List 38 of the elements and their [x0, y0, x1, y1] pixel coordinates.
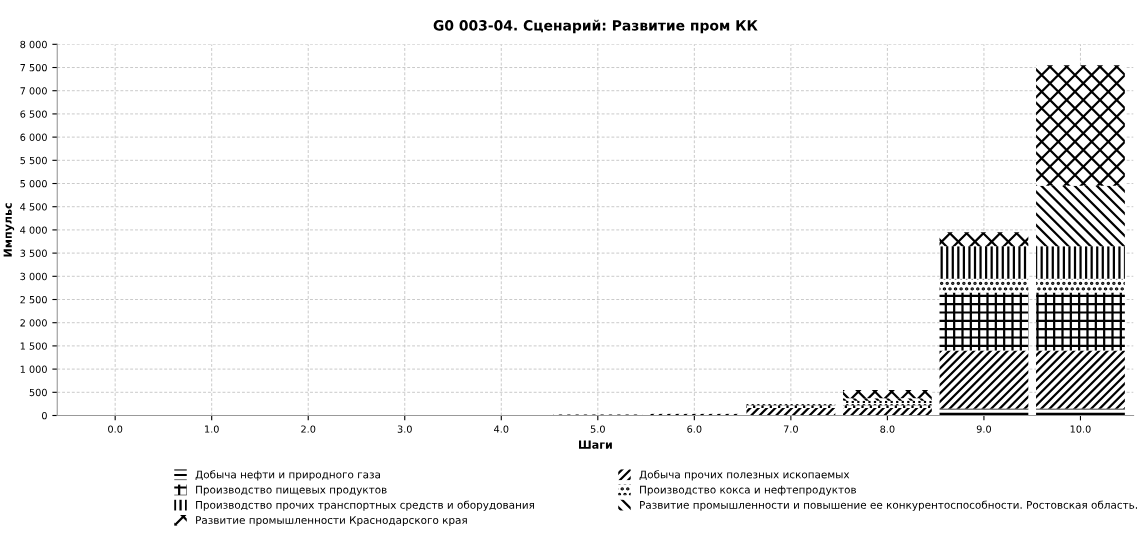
legend-label: Добыча прочих полезных ископаемых	[639, 470, 850, 481]
y-tick-label: 6 500	[20, 110, 47, 118]
y-tick-label: 2 500	[20, 295, 47, 304]
x-tick-label: 3.0	[397, 425, 412, 433]
legend-label: Производство кокса и нефтепродуктов	[640, 485, 856, 496]
legend-label: Производство пищевых продуктов	[196, 485, 387, 496]
x-tick-label: 5.0	[590, 425, 605, 433]
y-tick-label: 3 000	[20, 272, 47, 281]
x-tick-label: 9.0	[976, 425, 992, 433]
y-tick-label: 6 000	[20, 133, 47, 141]
y-tick-label: 0	[41, 411, 47, 420]
y-tick-label: 4 000	[20, 226, 47, 234]
y-tick-label: 4 500	[20, 203, 47, 211]
y-axis-title: Импульс	[3, 203, 15, 257]
x-tick-label: 1.0	[205, 425, 219, 433]
chart-title: G0 003-04. Сценарий: Развитие пром КК	[433, 19, 758, 34]
y-tick-label: 3 500	[20, 249, 47, 257]
x-tick-label: 6.0	[687, 425, 702, 433]
x-tick-label: 2.0	[301, 425, 316, 433]
y-tick-label: 500	[29, 388, 47, 397]
x-tick-label: 8.0	[880, 425, 895, 433]
x-axis-title: Шаги	[579, 440, 612, 449]
x-tick-label: 7.0	[783, 425, 798, 433]
y-tick-label: 7 000	[20, 87, 47, 95]
y-tick-label: 5 500	[20, 156, 47, 165]
y-tick-label: 1 000	[20, 365, 47, 373]
y-tick-label: 8 000	[20, 40, 47, 49]
legend-label: Развитие промышленности и повышение ее конкурентоспособности. Ростовская область.	[640, 500, 1137, 511]
x-tick-label: 4.0	[494, 425, 509, 433]
legend-label: Добыча нефти и природного газа	[195, 470, 381, 481]
y-tick-label: 5 000	[20, 179, 47, 188]
x-tick-label: 0.0	[108, 425, 123, 433]
y-tick-label: 2 000	[20, 319, 47, 327]
y-tick-label: 7 500	[20, 64, 47, 72]
x-tick-label: 10.0	[1070, 425, 1091, 433]
legend-label: Развитие промышленности Краснодарского края	[196, 516, 467, 526]
legend-label: Производство прочих транспортных средств и оборудования	[196, 500, 534, 511]
y-tick-label: 1 500	[20, 342, 47, 350]
